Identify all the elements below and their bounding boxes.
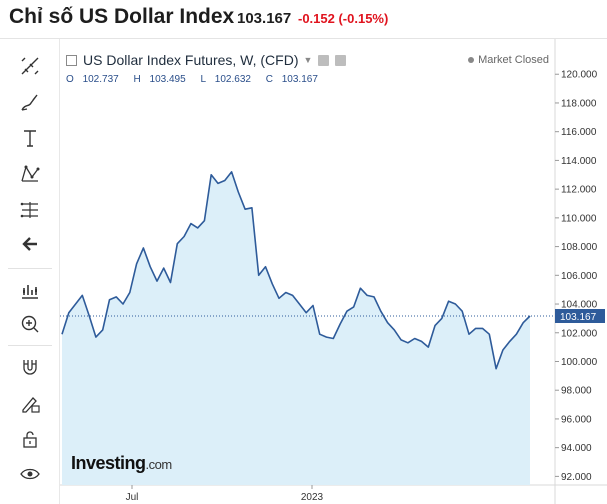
brush-tool-button[interactable] [14, 87, 46, 117]
y-tick-label: 114.000 [561, 156, 597, 167]
open-label: O [66, 74, 74, 85]
lock-icon [23, 431, 37, 448]
lock-drawing-button[interactable] [14, 388, 46, 418]
brush-icon [21, 94, 38, 111]
gear-icon[interactable] [335, 54, 347, 66]
pattern-icon [21, 165, 40, 182]
current-price: 103.167 [237, 10, 292, 27]
chart-legend: US Dollar Index Futures, W, (CFD) ▼ [66, 52, 347, 68]
logo-suffix: .com [145, 457, 173, 472]
indicators-button[interactable] [14, 275, 46, 305]
market-status: Market Closed [468, 54, 549, 66]
crosshair-tool-button[interactable] [14, 51, 46, 81]
toolbar-divider [8, 345, 52, 346]
y-tick-label: 106.000 [561, 271, 598, 282]
chart-svg[interactable]: 92.000 94.000 96.000 98.000 100.000 102.000 10… [60, 39, 607, 504]
y-tick-label: 100.000 [561, 357, 598, 368]
chart-container: 92.000 94.000 96.000 98.000 100.000 102.000 10… [0, 38, 607, 504]
zoom-button[interactable] [14, 309, 46, 339]
low-value: 102.632 [214, 74, 251, 85]
price-line [61, 171, 531, 370]
instrument-name: US Dollar Index Futures, W, (CFD) [83, 52, 299, 68]
magnet-button[interactable] [14, 352, 46, 382]
high-value: 103.495 [149, 74, 186, 85]
investing-logo: Investing.com [71, 453, 172, 474]
high-label: H [133, 74, 141, 85]
price-change: -0.152 (-0.15%) [298, 11, 389, 26]
y-tick-label: 110.000 [561, 213, 597, 224]
lock-button[interactable] [14, 424, 46, 454]
ohlc-values: O 102.737 H 103.495 L 102.632 C 103.167 [66, 74, 330, 85]
y-tick-label: 118.000 [561, 98, 597, 109]
back-button[interactable] [14, 229, 46, 259]
y-tick-label: 120.000 [561, 70, 598, 81]
y-tick-label: 112.000 [561, 185, 597, 196]
page-title: Chỉ số US Dollar Index [9, 5, 235, 28]
price-chart[interactable]: 92.000 94.000 96.000 98.000 100.000 102.000 10… [60, 39, 607, 504]
last-price-tag [555, 308, 605, 323]
close-value: 103.167 [281, 74, 318, 85]
header: Chỉ số US Dollar Index 103.167 -0.152 (-… [0, 0, 607, 38]
settings-icon[interactable] [318, 54, 330, 66]
open-value: 102.737 [82, 74, 119, 85]
drawing-toolbar [0, 39, 60, 504]
y-tick-label: 92.000 [561, 472, 592, 483]
measure-tool-button[interactable] [14, 195, 46, 225]
chevron-down-icon[interactable]: ▼ [303, 55, 313, 65]
y-tick-label: 96.000 [561, 414, 592, 425]
eye-icon [20, 468, 40, 480]
close-label: C [265, 74, 273, 85]
zoom-icon [21, 315, 39, 333]
low-label: L [200, 74, 207, 85]
x-tick-label: Jul [126, 492, 139, 503]
magnet-icon [23, 360, 37, 375]
text-tool-button[interactable] [14, 123, 46, 153]
y-tick-label: 104.000 [561, 300, 598, 311]
logo-text: Investing [71, 453, 146, 473]
status-dot-icon [468, 57, 475, 63]
y-tick-label: 116.000 [561, 127, 597, 138]
last-price-label: 103.167 [560, 312, 597, 323]
market-status-text: Market Closed [478, 54, 549, 66]
pattern-tool-button[interactable] [14, 159, 46, 189]
y-tick-label: 98.000 [561, 386, 592, 397]
y-tick-label: 108.000 [561, 242, 598, 253]
toolbar-divider [8, 268, 52, 269]
legend-toggle-checkbox[interactable] [66, 54, 77, 66]
lock-drawing-icon [22, 397, 40, 413]
price-area-fill [62, 171, 530, 485]
y-tick-label: 94.000 [561, 443, 592, 454]
y-tick-label: 102.000 [561, 328, 598, 339]
measure-icon [20, 202, 38, 218]
indicators-icon [22, 285, 38, 299]
visibility-button[interactable] [14, 459, 46, 489]
crosshair-icon [21, 57, 39, 75]
back-arrow-icon [22, 237, 37, 251]
text-icon [24, 130, 36, 147]
x-tick-label: 2023 [301, 492, 324, 503]
